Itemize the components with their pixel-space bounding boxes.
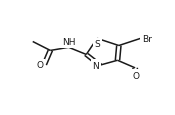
Text: N: N <box>92 61 99 70</box>
Text: O: O <box>36 61 43 70</box>
Text: Br: Br <box>142 35 152 43</box>
Text: O: O <box>133 71 140 80</box>
Text: NH: NH <box>62 38 75 47</box>
Text: S: S <box>94 40 100 49</box>
